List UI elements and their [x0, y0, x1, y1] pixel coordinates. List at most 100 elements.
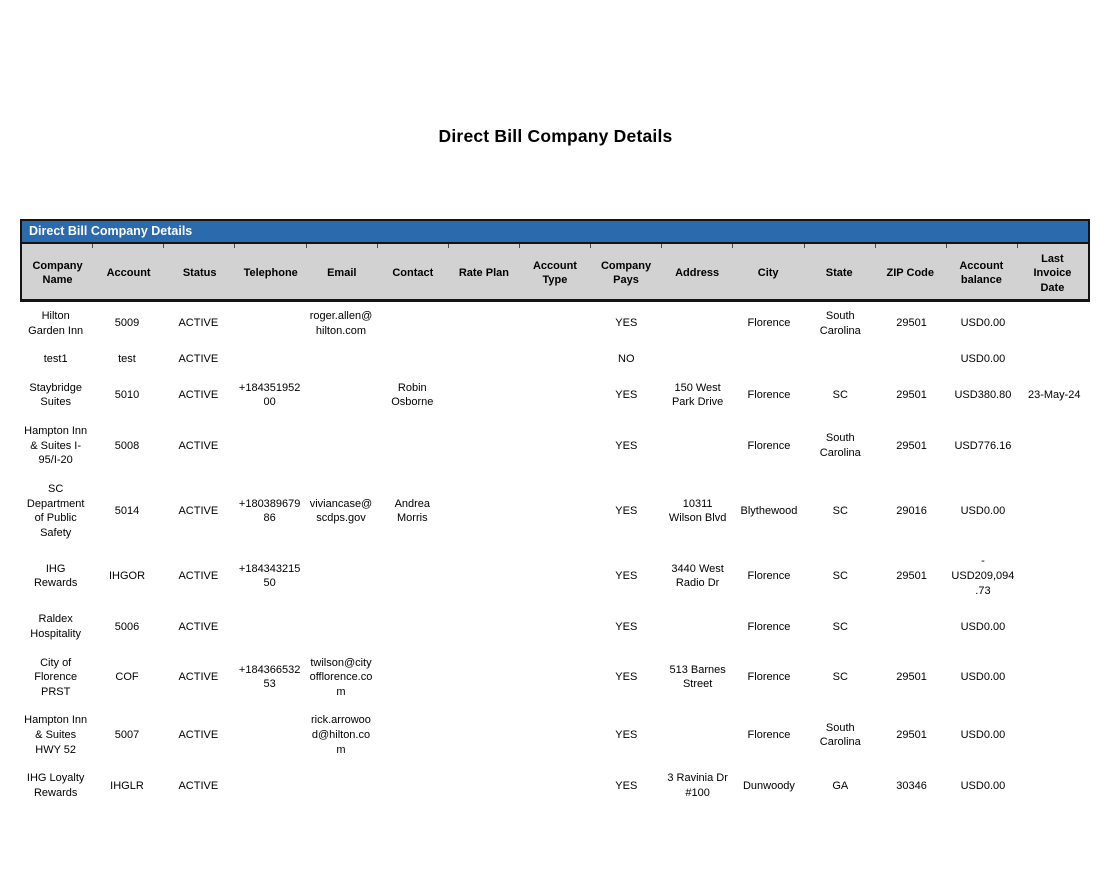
table-cell: Hilton Garden Inn	[28, 309, 84, 337]
column-header-6: Rate Plan	[458, 267, 509, 280]
table-cell: South Carolina	[819, 432, 861, 459]
column-tick	[947, 244, 1018, 248]
table-cell: Staybridge Suites	[29, 381, 82, 409]
table-cell: USD380.80	[954, 389, 1012, 402]
table-cell	[305, 779, 376, 793]
table-cell: SC Department of Public Safety	[26, 482, 85, 539]
table-cell	[448, 569, 519, 583]
table-cell	[448, 317, 519, 331]
table-cell: YES	[615, 439, 638, 452]
table-cell: 5014	[114, 504, 140, 517]
table-cell: test1	[43, 353, 68, 366]
table-cell: SC	[832, 570, 848, 583]
column-header-4: Email	[327, 267, 357, 280]
table-cell	[662, 620, 733, 634]
table-cell: ACTIVE	[178, 504, 219, 517]
table-cell	[519, 352, 590, 366]
table-cell: SC	[832, 389, 848, 402]
table-cell: viviancase@scdps.gov	[309, 497, 373, 525]
table-cell: ACTIVE	[178, 729, 219, 742]
table-cell	[448, 504, 519, 518]
column-tick	[93, 244, 165, 248]
table-row: test1 test ACTIVE NO USD0.00	[20, 345, 1090, 374]
table-cell: Florence	[747, 389, 791, 402]
table-cell: IHGLR	[110, 779, 144, 792]
table-cell: Florence	[747, 671, 791, 684]
table-cell	[377, 439, 448, 453]
table-cell: 29501	[896, 671, 927, 684]
table-cell: 5008	[114, 439, 140, 452]
table-cell: ACTIVE	[178, 389, 219, 402]
table-cell: rick.arrowood@hilton.com	[311, 714, 371, 756]
table-cell: YES	[615, 504, 638, 517]
table-cell	[448, 620, 519, 634]
table-cell	[805, 352, 876, 366]
table-cell: ACTIVE	[178, 620, 219, 633]
column-tick-strip	[22, 244, 1088, 248]
table-cell	[1019, 439, 1090, 453]
table-cell: Robin Osborne	[391, 381, 434, 409]
table-cell: Blythewood	[740, 504, 798, 517]
table-cell: roger.allen@hilton.com	[309, 309, 373, 337]
table-cell: ACTIVE	[178, 570, 219, 583]
table-cell: 3 Ravinia Dr #100	[667, 772, 728, 799]
table-cell: 10311 Wilson Blvd	[668, 497, 727, 525]
table-cell	[377, 352, 448, 366]
table-cell	[1019, 569, 1090, 583]
table-cell: Dunwoody	[742, 779, 795, 792]
table-cell: 29501	[896, 729, 927, 742]
table-cell	[519, 569, 590, 583]
table-cell	[377, 317, 448, 331]
table-cell: 5007	[114, 729, 140, 742]
table-cell: twilson@cityofflorence.com	[309, 656, 373, 698]
column-tick	[733, 244, 805, 248]
table-cell: Hampton Inn & Suites I-95/I-20	[24, 425, 88, 467]
column-tick	[449, 244, 520, 248]
table-cell	[1019, 620, 1090, 634]
table-cell: 29501	[896, 317, 927, 330]
table-cell: +18434321550	[238, 562, 301, 590]
table-cell: YES	[615, 570, 638, 583]
column-tick	[307, 244, 378, 248]
column-tick	[805, 244, 876, 248]
table-cell	[305, 388, 376, 402]
table-cell: USD776.16	[954, 439, 1012, 452]
page-title: Direct Bill Company Details	[438, 126, 673, 146]
table-cell	[733, 352, 804, 366]
table-cell	[448, 439, 519, 453]
table-row: Hilton Garden Inn 5009 ACTIVE roger.allen@h…	[20, 302, 1090, 345]
table-row: Raldex Hospitality 5006 ACTIVE YES Florence S…	[20, 605, 1090, 648]
table-cell: Hampton Inn & Suites HWY 52	[24, 714, 88, 756]
table-cell	[448, 670, 519, 684]
table-cell	[1019, 352, 1090, 366]
table-cell	[305, 569, 376, 583]
table-cell	[234, 439, 305, 453]
table-cell: ACTIVE	[178, 317, 219, 330]
table-cell: City of Florence PRST	[34, 656, 78, 698]
table-cell	[519, 504, 590, 518]
table-cell: Florence	[747, 729, 791, 742]
table-cell: USD0.00	[960, 504, 1006, 517]
table-cell: 29501	[896, 439, 927, 452]
column-header-9: Address	[675, 267, 720, 280]
table-cell: ACTIVE	[178, 439, 219, 452]
table-cell: USD0.00	[960, 317, 1006, 330]
report-title-bar: Direct Bill Company Details	[20, 219, 1090, 244]
table-cell	[1019, 779, 1090, 793]
table-cell	[448, 352, 519, 366]
table-cell	[234, 317, 305, 331]
column-header-10: City	[757, 267, 779, 280]
table-cell: SC	[832, 671, 848, 684]
column-header-14: Last Invoice Date	[1033, 253, 1072, 294]
table-cell	[234, 779, 305, 793]
table-cell: YES	[615, 671, 638, 684]
table-cell: ACTIVE	[178, 353, 219, 366]
table-cell: 30346	[896, 779, 927, 792]
column-tick	[876, 244, 947, 248]
table-cell: USD0.00	[960, 729, 1006, 742]
table-cell: 29501	[896, 389, 927, 402]
table-cell	[377, 728, 448, 742]
table-cell: +18435195200	[238, 381, 301, 409]
table-cell	[519, 670, 590, 684]
table-cell: SC	[832, 620, 848, 633]
